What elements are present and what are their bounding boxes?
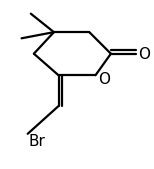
Text: Br: Br [28, 134, 45, 149]
Text: O: O [138, 47, 150, 62]
Text: O: O [98, 72, 110, 87]
